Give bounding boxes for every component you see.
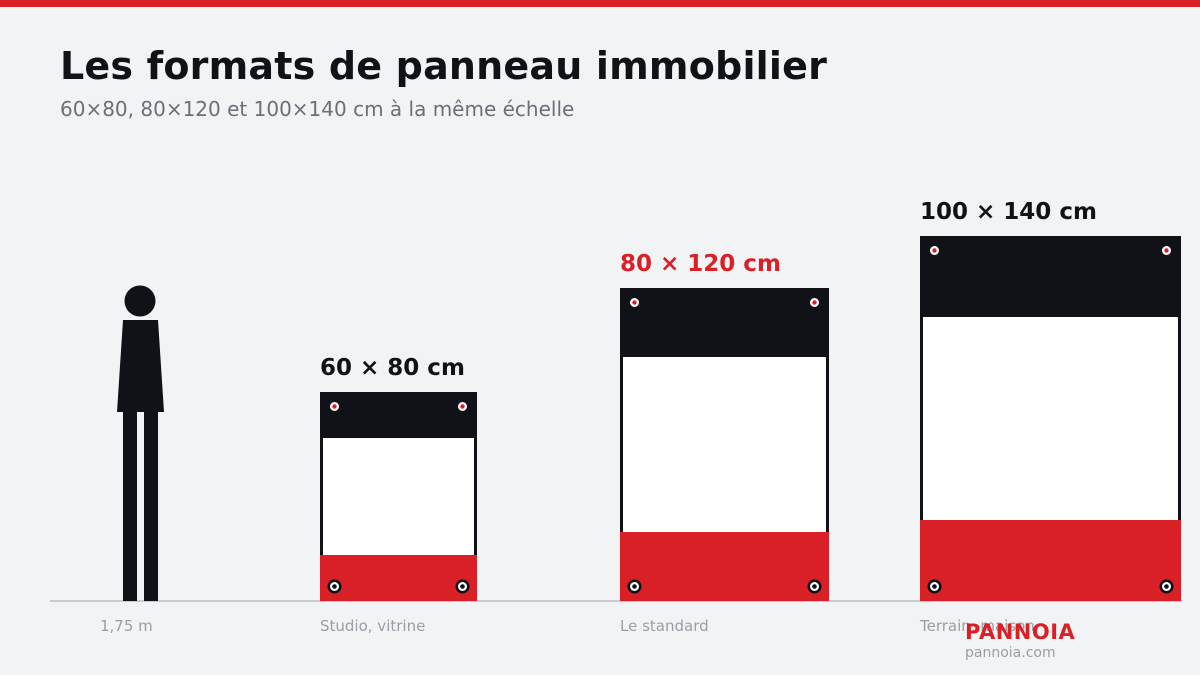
eyelet-icon bbox=[930, 246, 939, 255]
eyelet-icon bbox=[630, 298, 639, 307]
eyelet-icon bbox=[327, 579, 342, 594]
eyelet-icon bbox=[458, 402, 467, 411]
eyelet-icon bbox=[927, 579, 942, 594]
page-title: Les formats de panneau immobilier bbox=[60, 44, 828, 88]
eyelet-icon bbox=[330, 402, 339, 411]
page-subtitle: 60×80, 80×120 et 100×140 cm à la même éc… bbox=[60, 97, 575, 121]
brand-url: pannoia.com bbox=[965, 645, 1056, 661]
brand-logo: PANNOIA bbox=[965, 620, 1076, 644]
panel-100x140 bbox=[920, 236, 1181, 601]
eyelet-icon bbox=[455, 579, 470, 594]
panel-80x120 bbox=[620, 288, 829, 601]
panel-size-label: 60 × 80 cm bbox=[320, 355, 465, 381]
panel-size-label: 100 × 140 cm bbox=[920, 199, 1097, 225]
panel-caption: Le standard bbox=[620, 617, 709, 635]
eyelet-icon bbox=[807, 579, 822, 594]
panel-size-label: 80 × 120 cm bbox=[620, 251, 781, 277]
panel-60x80 bbox=[320, 392, 477, 601]
panel-caption: Studio, vitrine bbox=[320, 617, 425, 635]
top-accent-bar bbox=[0, 0, 1200, 7]
eyelet-icon bbox=[810, 298, 819, 307]
human-silhouette-icon bbox=[117, 285, 164, 601]
eyelet-icon bbox=[1159, 579, 1174, 594]
panel-caption: Terrain, maison bbox=[919, 617, 1035, 635]
eyelet-icon bbox=[1162, 246, 1171, 255]
eyelet-icon bbox=[627, 579, 642, 594]
reference-caption: 1,75 m bbox=[100, 617, 153, 635]
